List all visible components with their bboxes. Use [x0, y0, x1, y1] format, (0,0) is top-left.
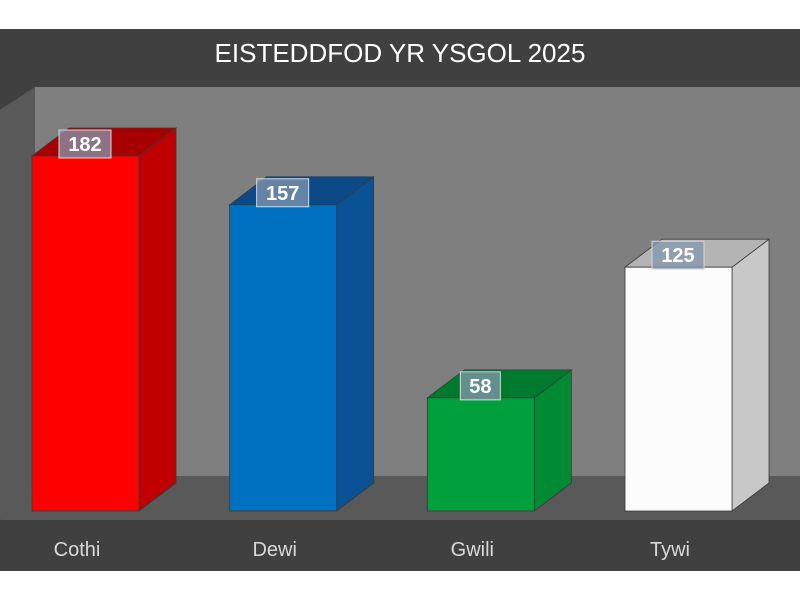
bar-cothi	[30, 127, 178, 512]
bar-front-gwili	[426, 397, 535, 512]
bar-front-cothi	[31, 155, 140, 512]
data-label-box-tywi	[651, 240, 705, 270]
category-label-dewi: Dewi	[252, 539, 296, 561]
data-label-cothi: 182	[68, 134, 101, 156]
data-label-box-dewi	[256, 178, 310, 208]
data-label-gwili: 58	[469, 376, 491, 398]
bar-side-tywi	[731, 238, 770, 512]
bar-dewi	[228, 175, 375, 512]
bar-front-tywi	[624, 266, 733, 512]
bar-front-dewi	[229, 204, 338, 512]
bar-side-dewi	[336, 175, 375, 512]
category-label-tywi: Tywi	[650, 539, 690, 561]
chart-title: EISTEDDFOD YR YSGOL 2025	[215, 38, 586, 68]
data-label-tywi: 125	[661, 245, 694, 267]
category-label-cothi: Cothi	[54, 539, 101, 561]
bars-group: 182 157 58 125	[30, 127, 771, 512]
data-label-box-cothi	[58, 129, 112, 159]
bar-tywi	[623, 238, 771, 512]
data-label-box-gwili	[459, 371, 501, 401]
chart-floor	[0, 476, 800, 520]
bar-side-cothi	[138, 127, 177, 512]
chart-back-wall	[35, 87, 800, 476]
data-label-dewi: 157	[266, 183, 299, 205]
chart-left-wall	[0, 87, 35, 520]
category-label-gwili: Gwili	[451, 539, 494, 561]
